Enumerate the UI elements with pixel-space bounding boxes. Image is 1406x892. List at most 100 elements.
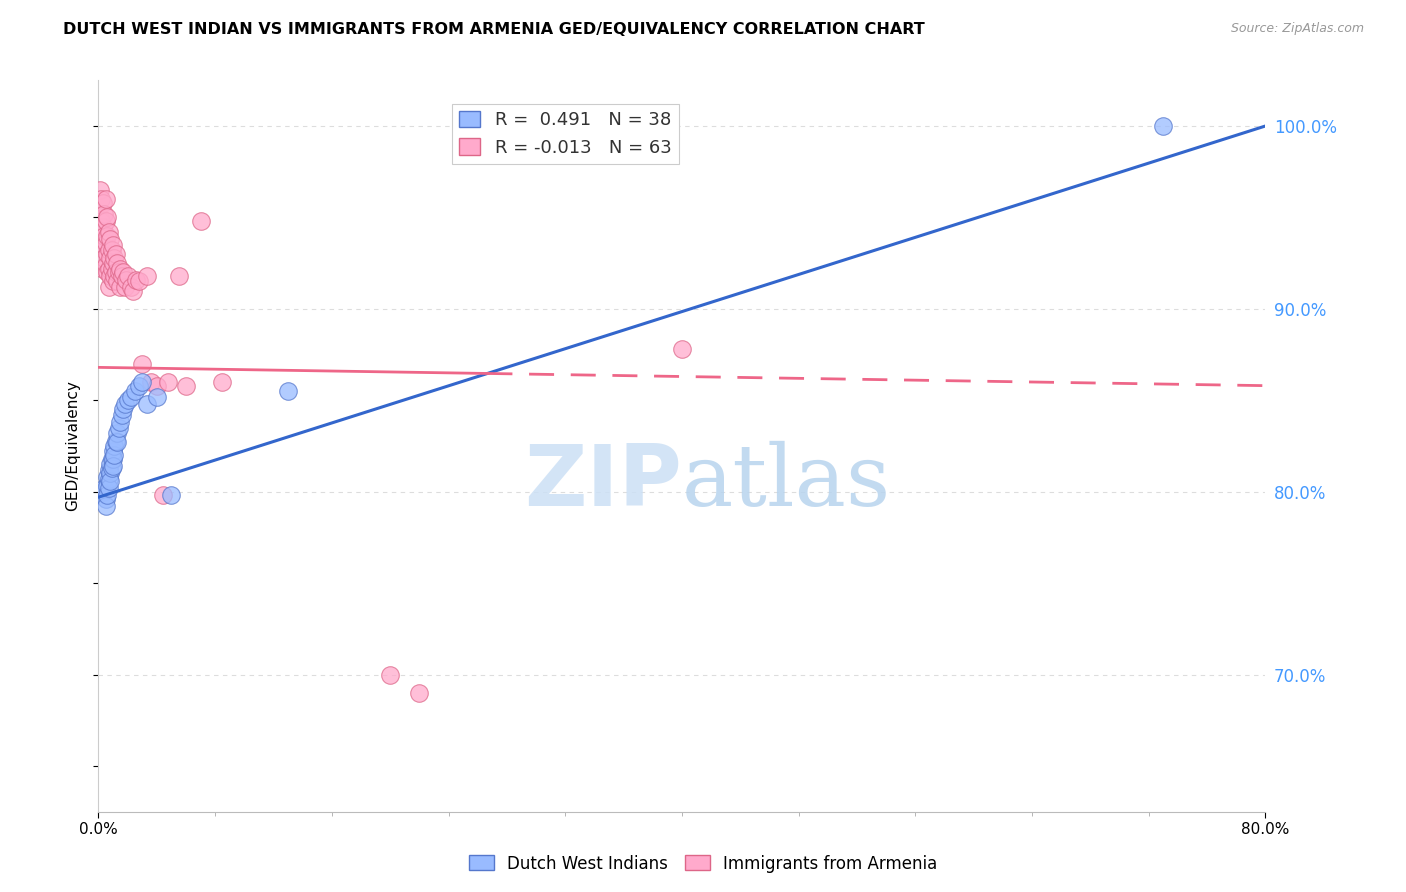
- Point: [100, 261, 122, 276]
- Point: [96, 228, 118, 243]
- Point: [135, 268, 157, 283]
- Point: [105, 256, 128, 270]
- Point: [114, 280, 136, 294]
- Point: [117, 393, 139, 408]
- Point: [100, 451, 122, 466]
- Point: [105, 426, 128, 441]
- Point: [110, 280, 132, 294]
- Point: [101, 459, 124, 474]
- Point: [96, 265, 118, 279]
- Point: [93, 228, 115, 243]
- Point: [131, 375, 153, 389]
- Point: [104, 434, 127, 448]
- Point: [90, 235, 112, 250]
- Point: [96, 488, 118, 502]
- Point: [101, 444, 124, 458]
- Point: [91, 195, 114, 210]
- Point: [90, 192, 112, 206]
- Point: [111, 408, 134, 422]
- Point: [277, 384, 299, 399]
- Point: [167, 268, 190, 283]
- Point: [96, 247, 118, 261]
- Point: [97, 244, 120, 258]
- Point: [94, 491, 117, 506]
- Point: [89, 211, 111, 225]
- Point: [157, 375, 180, 389]
- Point: [115, 272, 138, 286]
- Point: [174, 378, 197, 392]
- Point: [1152, 119, 1174, 133]
- Point: [211, 375, 233, 389]
- Point: [98, 232, 121, 246]
- Point: [97, 261, 120, 276]
- Point: [128, 378, 150, 392]
- Point: [112, 402, 135, 417]
- Point: [98, 458, 121, 472]
- Point: [671, 342, 693, 356]
- Point: [91, 261, 114, 276]
- Point: [93, 207, 115, 221]
- Point: [101, 274, 124, 288]
- Point: [96, 211, 118, 225]
- Point: [104, 265, 127, 279]
- Point: [93, 481, 115, 495]
- Point: [124, 384, 146, 399]
- Point: [94, 235, 117, 250]
- Point: [100, 244, 122, 258]
- Point: [131, 357, 153, 371]
- Point: [101, 237, 124, 252]
- Point: [97, 481, 120, 495]
- Point: [160, 488, 183, 502]
- Point: [94, 214, 117, 228]
- Text: DUTCH WEST INDIAN VS IMMIGRANTS FROM ARMENIA GED/EQUIVALENCY CORRELATION CHART: DUTCH WEST INDIAN VS IMMIGRANTS FROM ARM…: [63, 22, 925, 37]
- Point: [91, 484, 114, 499]
- Point: [91, 219, 114, 234]
- Point: [94, 192, 117, 206]
- Point: [108, 420, 131, 434]
- Point: [120, 390, 142, 404]
- Point: [105, 274, 128, 288]
- Point: [146, 390, 169, 404]
- Point: [103, 251, 125, 265]
- Point: [152, 488, 174, 502]
- Point: [110, 415, 132, 429]
- Text: atlas: atlas: [682, 441, 891, 524]
- Point: [112, 265, 135, 279]
- Point: [94, 500, 117, 514]
- Point: [98, 268, 121, 283]
- Point: [103, 268, 125, 283]
- Point: [97, 463, 120, 477]
- Point: [96, 470, 118, 484]
- Point: [101, 256, 124, 270]
- Point: [97, 225, 120, 239]
- Point: [114, 397, 136, 411]
- Point: [111, 268, 134, 283]
- Point: [128, 274, 150, 288]
- Point: [93, 251, 115, 265]
- Text: ZIP: ZIP: [524, 441, 682, 524]
- Point: [408, 686, 430, 700]
- Point: [96, 479, 118, 493]
- Text: Source: ZipAtlas.com: Source: ZipAtlas.com: [1230, 22, 1364, 36]
- Point: [380, 667, 402, 681]
- Point: [98, 251, 121, 265]
- Point: [104, 247, 127, 261]
- Point: [125, 272, 148, 286]
- Point: [190, 214, 212, 228]
- Point: [135, 397, 157, 411]
- Point: [100, 461, 122, 475]
- Point: [97, 280, 120, 294]
- Point: [117, 268, 139, 283]
- Point: [108, 265, 131, 279]
- Point: [105, 435, 128, 450]
- Point: [122, 284, 145, 298]
- Point: [103, 448, 125, 462]
- Point: [120, 280, 142, 294]
- Point: [101, 451, 124, 466]
- Point: [89, 183, 111, 197]
- Point: [139, 375, 162, 389]
- Point: [110, 261, 132, 276]
- Y-axis label: GED/Equivalency: GED/Equivalency: [65, 381, 80, 511]
- Point: [90, 214, 112, 228]
- Point: [97, 472, 120, 486]
